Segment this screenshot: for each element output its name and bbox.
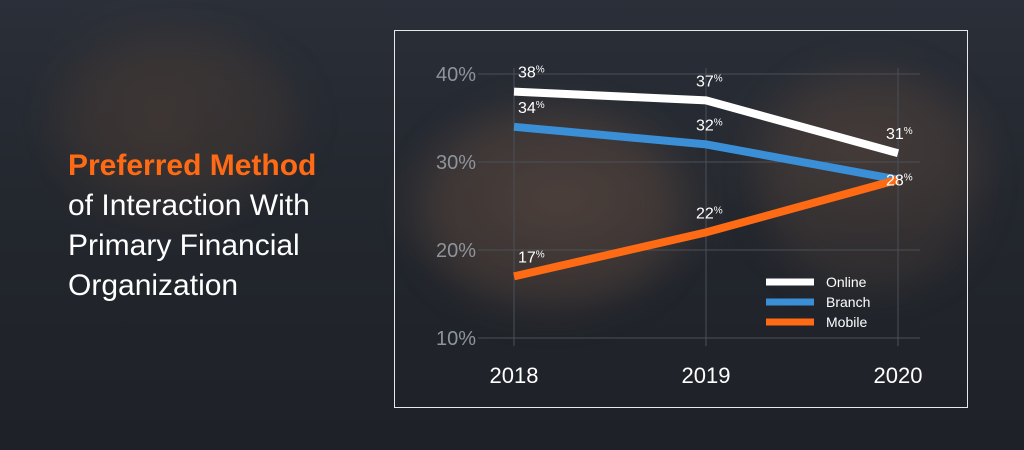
x-tick-label: 2019 [682,363,731,388]
legend-label-mobile: Mobile [826,314,867,330]
legend-label-branch: Branch [826,294,870,310]
background-hand-right [760,70,980,290]
x-tick-label: 2020 [874,363,923,388]
heading-line-3: Organization [68,269,239,302]
series-line-online [513,87,900,158]
background-hand-left [420,110,680,310]
y-tick-label: 40% [436,64,476,86]
heading-line-1: of Interaction With [68,189,310,222]
data-label: 37% [696,73,723,90]
y-tick-label: 10% [436,328,476,350]
data-label: 22% [696,205,723,222]
data-label: 32% [696,117,723,134]
data-label: 34% [518,100,545,117]
data-label: 17% [518,249,545,266]
legend-label-online: Online [826,274,867,290]
series-line-mobile [513,175,900,281]
heading-line-2: Primary Financial [68,229,300,262]
y-tick-label: 20% [436,240,476,262]
y-tick-label: 30% [436,152,476,174]
data-label: 28% [886,173,913,190]
x-tick-label: 2018 [490,363,539,388]
data-label: 31% [886,126,913,143]
heading-accent: Preferred Method [68,149,317,182]
series-line-branch [513,122,899,184]
chart-frame [394,30,968,408]
chart-heading: Preferred Method of Interaction With Pri… [68,146,378,306]
data-label: 38% [518,65,545,82]
background-arm [60,40,300,200]
